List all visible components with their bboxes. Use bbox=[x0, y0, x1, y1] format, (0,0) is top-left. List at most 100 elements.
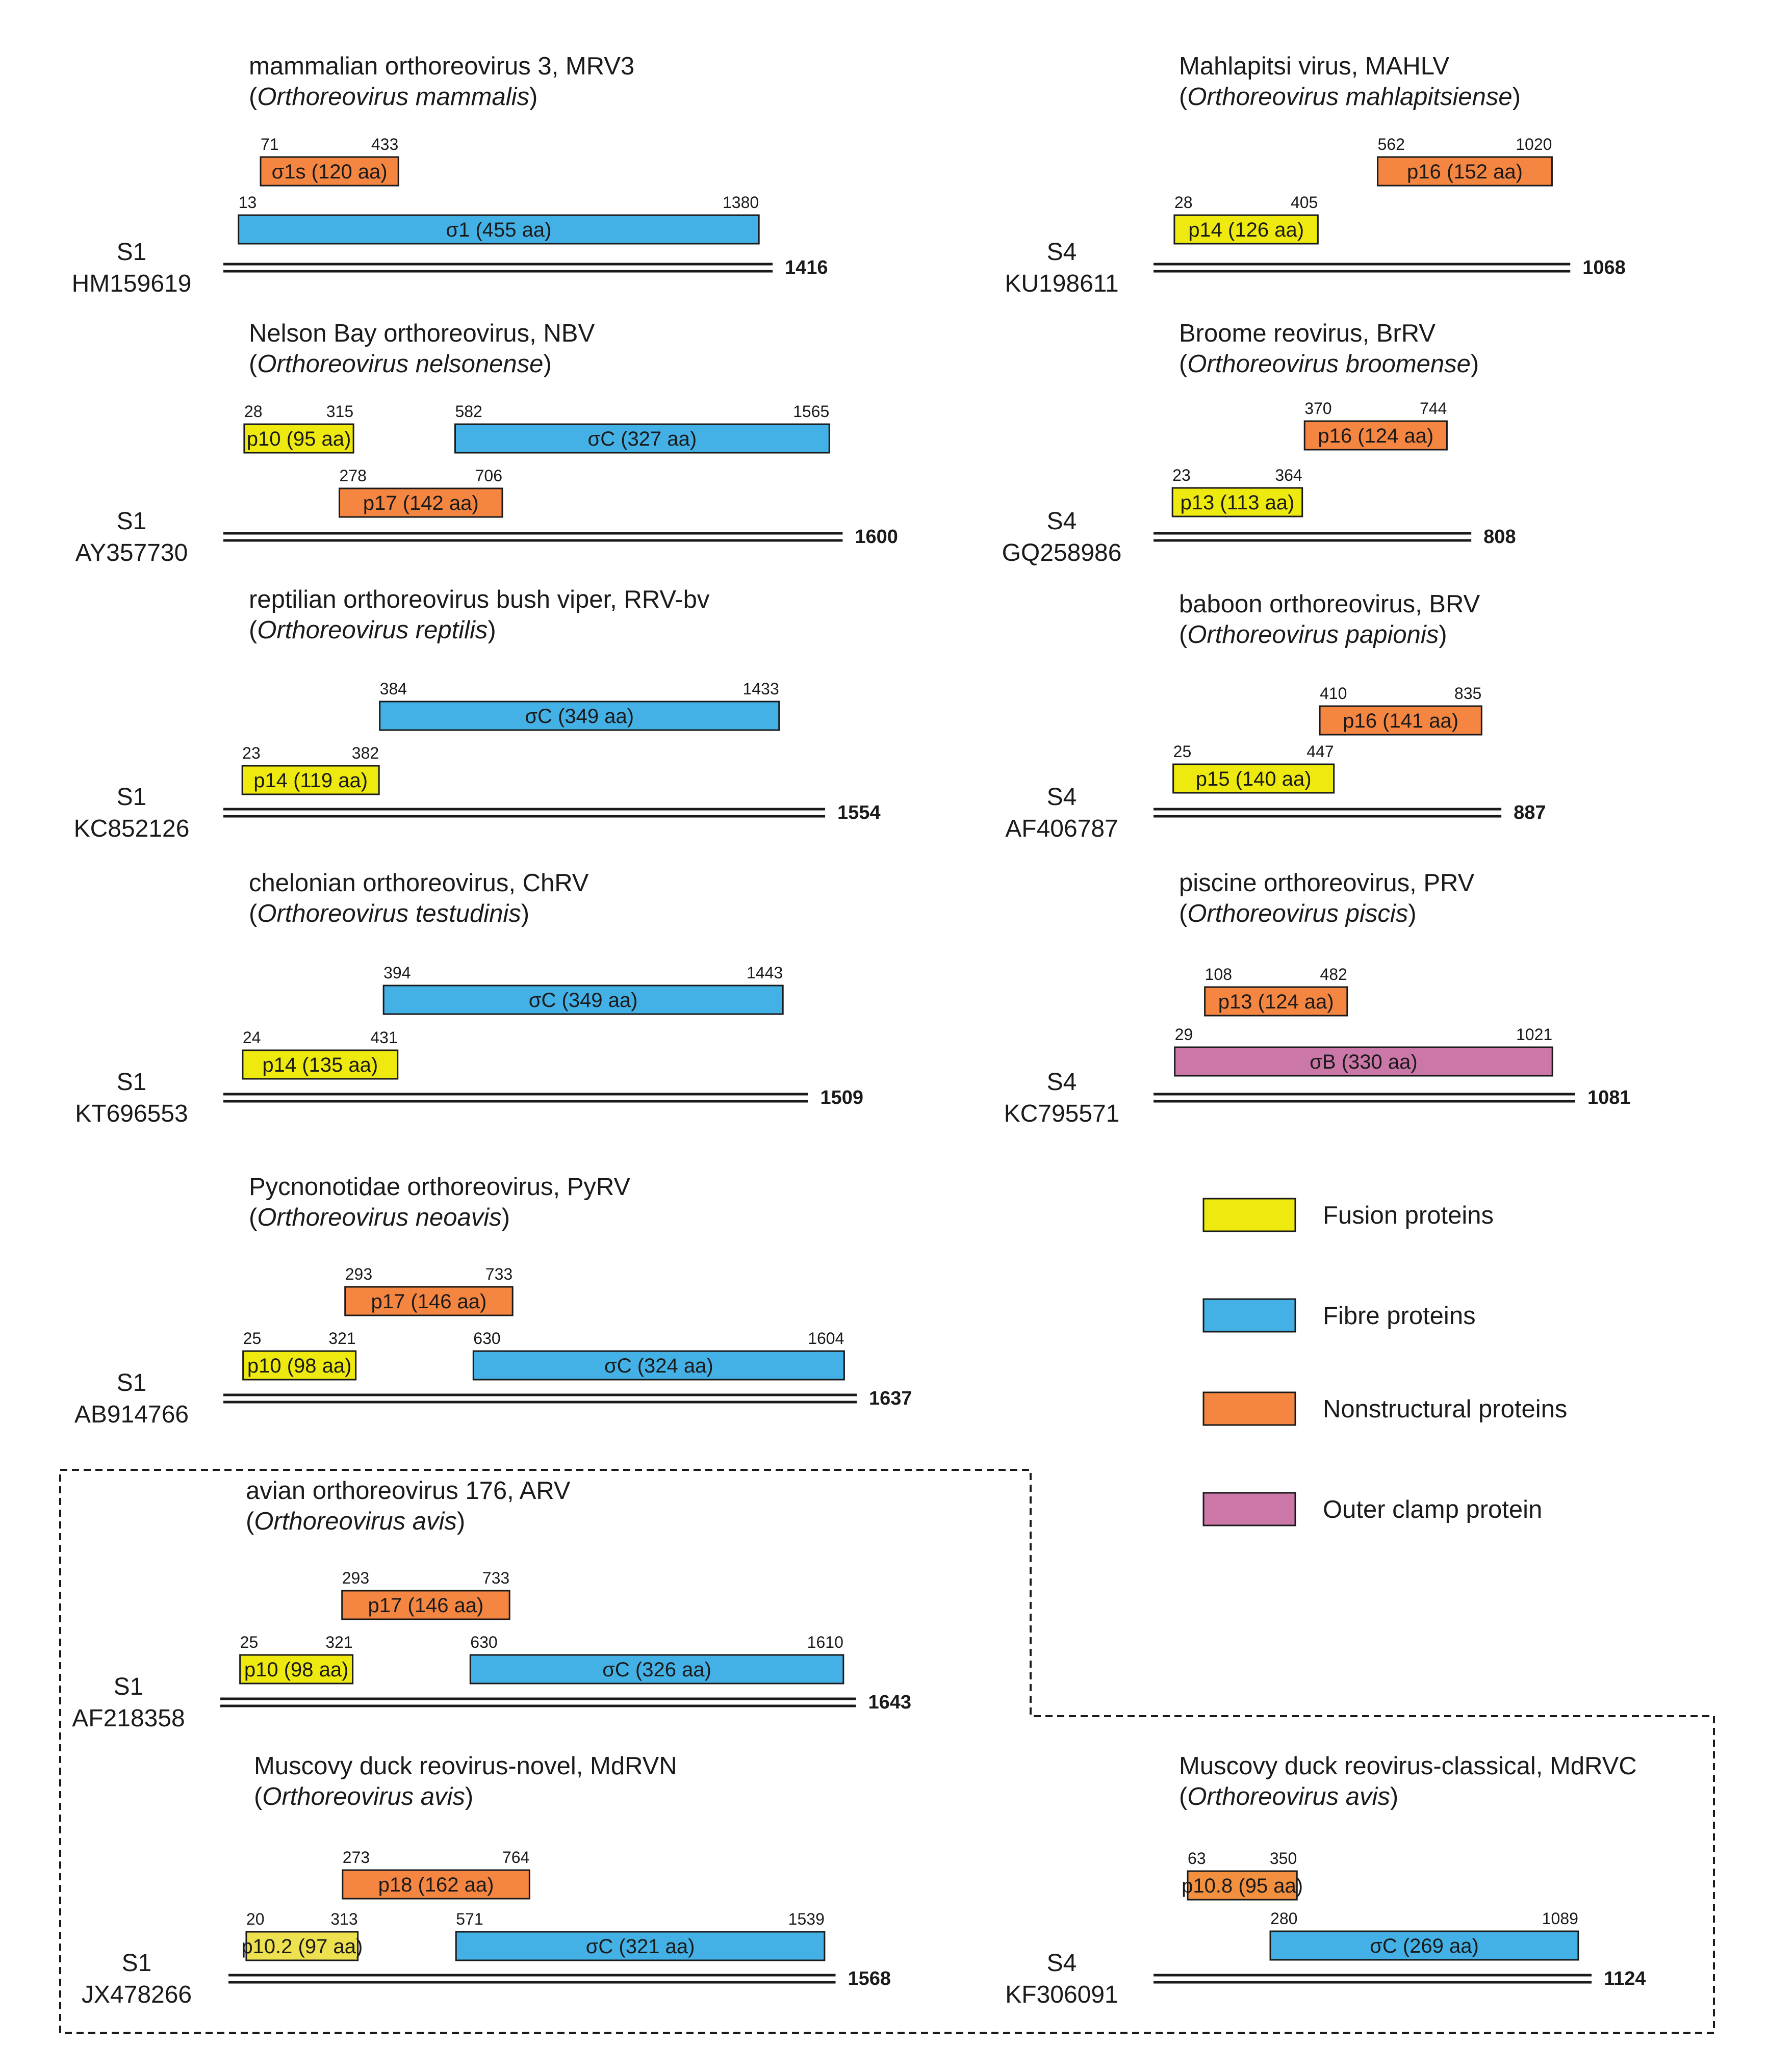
species-paren-open: ( bbox=[1179, 350, 1188, 378]
orf-fusion: p14 (126 aa) 28 405 bbox=[1173, 193, 1319, 245]
orf-nonstructural: σ1s (120 aa) 71 433 bbox=[260, 135, 399, 187]
segment-label: S1 bbox=[117, 1069, 147, 1096]
panel-mdrvc: Muscovy duck reovirus-classical, MdRVC (O… bbox=[1005, 1752, 1646, 2008]
accession-label: AF218358 bbox=[72, 1705, 185, 1732]
orf-box bbox=[1172, 763, 1335, 794]
genome-length-label: 1554 bbox=[837, 802, 881, 823]
orf-box bbox=[1187, 1870, 1298, 1901]
accession-label: KT696553 bbox=[75, 1100, 188, 1127]
orf-end-coordinate: 1604 bbox=[808, 1329, 844, 1348]
genome-length-label: 808 bbox=[1483, 526, 1516, 548]
orf-end-coordinate: 1610 bbox=[807, 1633, 843, 1651]
orf-start-coordinate: 410 bbox=[1320, 684, 1347, 703]
accession-label: AY357730 bbox=[75, 539, 188, 566]
orf-p10_8: p10.8 (95 aa) 63 350 bbox=[1182, 1849, 1303, 1901]
orf-start-coordinate: 29 bbox=[1175, 1025, 1193, 1044]
species-italic: Orthoreovirus mahlapitsiense bbox=[1187, 83, 1512, 111]
orf-start-coordinate: 582 bbox=[455, 402, 482, 421]
virus-name: Broome reovirus, BrRV bbox=[1179, 320, 1436, 347]
orf-end-coordinate: 321 bbox=[325, 1633, 352, 1651]
orf-box bbox=[341, 1590, 510, 1620]
orf-label: p16 (141 aa) bbox=[1343, 710, 1458, 732]
orf-box bbox=[1269, 1930, 1579, 1961]
orf-fibre: σC (349 aa) 394 1443 bbox=[382, 964, 784, 1015]
panel-brrv: Broome reovirus, BrRV (Orthoreovirus broo… bbox=[1002, 320, 1516, 566]
orf-box bbox=[339, 487, 503, 518]
genome-length-label: 1124 bbox=[1604, 1968, 1646, 1989]
panel-mahlv: Mahlapitsi virus, MAHLV (Orthoreovirus ma… bbox=[1005, 53, 1625, 297]
orf-end-coordinate: 706 bbox=[475, 467, 502, 485]
panel-pyrv: Pycnonotidae orthoreovirus, PyRV (Orthore… bbox=[74, 1173, 912, 1428]
species-paren-open: ( bbox=[254, 1783, 263, 1810]
orf-start-coordinate: 25 bbox=[240, 1633, 259, 1651]
segment-label: S4 bbox=[1047, 784, 1077, 811]
orf-label: σC (324 aa) bbox=[604, 1355, 713, 1377]
orf-end-coordinate: 764 bbox=[502, 1848, 529, 1867]
orf-label: p10 (98 aa) bbox=[247, 1355, 352, 1377]
virus-name: Mahlapitsi virus, MAHLV bbox=[1179, 53, 1449, 80]
orf-end-coordinate: 321 bbox=[328, 1329, 355, 1348]
orf-nonstructural: p17 (146 aa) 293 733 bbox=[341, 1569, 510, 1620]
orf-start-coordinate: 630 bbox=[470, 1633, 497, 1651]
orf-label: σC (327 aa) bbox=[588, 428, 697, 450]
orf-label: σC (269 aa) bbox=[1370, 1935, 1479, 1957]
accession-label: HM159619 bbox=[72, 270, 192, 297]
orf-box bbox=[245, 1931, 359, 1961]
orf-start-coordinate: 28 bbox=[244, 402, 263, 421]
orf-start-coordinate: 71 bbox=[261, 135, 279, 153]
orf-label: p17 (142 aa) bbox=[363, 492, 479, 514]
orf-nonstructural: p16 (152 aa)562 1020 bbox=[1377, 135, 1553, 187]
orf-nonstructural: p17 (146 aa) 293 733 bbox=[344, 1265, 514, 1316]
orf-start-coordinate: 24 bbox=[243, 1028, 261, 1047]
orf-box bbox=[242, 1049, 399, 1080]
genome-length-label: 887 bbox=[1514, 802, 1546, 823]
species-name: (Orthoreovirus avis) bbox=[1179, 1783, 1398, 1810]
orf-box bbox=[455, 1931, 826, 1961]
orf-box bbox=[344, 1286, 514, 1316]
species-paren-open: ( bbox=[249, 83, 258, 111]
species-name: (Orthoreovirus reptilis) bbox=[249, 616, 496, 644]
avian-group-dashed-outline bbox=[59, 1469, 1715, 2034]
accession-label: JX478266 bbox=[82, 1981, 192, 2008]
orf-start-coordinate: 28 bbox=[1174, 193, 1193, 212]
orf-box bbox=[1319, 705, 1482, 736]
species-italic: Orthoreovirus mammalis bbox=[257, 83, 529, 111]
segment-label: S1 bbox=[117, 239, 147, 266]
species-paren-open: ( bbox=[249, 1204, 258, 1231]
orf-fusion: p15 (140 aa)25 447 bbox=[1172, 742, 1335, 794]
genome-length-label: 1600 bbox=[855, 526, 898, 548]
species-name: (Orthoreovirus neoavis) bbox=[249, 1204, 510, 1231]
species-paren-open: ( bbox=[249, 900, 258, 927]
virus-name: baboon orthoreovirus, BRV bbox=[1179, 590, 1480, 618]
orf-label: p18 (162 aa) bbox=[378, 1874, 494, 1896]
panel-mrv3: mammalian orthoreovirus 3, MRV3 (Orthoreo… bbox=[72, 53, 828, 297]
species-paren-close: ) bbox=[521, 900, 529, 927]
orf-box bbox=[1174, 1046, 1553, 1077]
genome-length-label: 1081 bbox=[1587, 1087, 1631, 1108]
virus-name: chelonian orthoreovirus, ChRV bbox=[249, 869, 589, 897]
orf-end-coordinate: 733 bbox=[482, 1569, 509, 1587]
orf-fusion: p10 (98 aa) 25 321 bbox=[239, 1633, 354, 1685]
orf-nonstructural: p16 (141 aa) 410 835 bbox=[1319, 684, 1482, 736]
orf-end-coordinate: 1443 bbox=[747, 964, 783, 982]
species-paren-close: ) bbox=[488, 616, 496, 644]
legend: Fusion proteins Fibre proteins Nonstructur… bbox=[1202, 1198, 1567, 1526]
species-name: (Orthoreovirus broomense) bbox=[1179, 350, 1479, 378]
species-italic: Orthoreovirus papionis bbox=[1187, 621, 1439, 649]
orf-box bbox=[243, 423, 354, 454]
orf-box bbox=[1171, 487, 1303, 517]
species-italic: Orthoreovirus testudinis bbox=[257, 900, 521, 927]
orf-end-coordinate: 1089 bbox=[1542, 1909, 1578, 1928]
orf-box bbox=[1377, 156, 1553, 187]
orf-label: p13 (124 aa) bbox=[1218, 991, 1334, 1013]
orf-clamp: σB (330 aa) 29 1021 bbox=[1174, 1025, 1553, 1077]
virus-name: avian orthoreovirus 176, ARV bbox=[246, 1477, 571, 1505]
legend-label: Fibre proteins bbox=[1323, 1302, 1476, 1330]
species-name: (Orthoreovirus papionis) bbox=[1179, 621, 1447, 649]
orf-box bbox=[241, 765, 380, 795]
orf-box bbox=[242, 1350, 357, 1381]
orf-label: p10 (98 aa) bbox=[244, 1659, 349, 1681]
species-name: (Orthoreovirus nelsonense) bbox=[249, 350, 552, 378]
orf-end-coordinate: 315 bbox=[326, 402, 353, 421]
panel-mdrvn: Muscovy duck reovirus-novel, MdRVN (Ortho… bbox=[82, 1752, 891, 2008]
